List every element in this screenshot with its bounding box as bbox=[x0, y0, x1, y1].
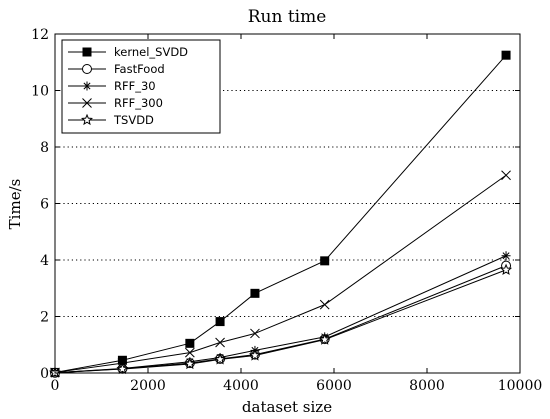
y-axis-label: Time/s bbox=[6, 179, 24, 230]
legend-marker bbox=[82, 64, 92, 74]
x-tick-label: 8000 bbox=[409, 378, 445, 394]
data-point bbox=[501, 170, 511, 181]
x-tick-label: 10000 bbox=[498, 378, 543, 394]
legend-label: RFF_30 bbox=[114, 79, 156, 93]
plot-series bbox=[48, 50, 513, 378]
data-point bbox=[250, 288, 260, 298]
legend-label: RFF_300 bbox=[114, 96, 163, 110]
y-tick-label: 10 bbox=[31, 84, 49, 100]
legend-label: FastFood bbox=[114, 62, 165, 76]
y-tick-label: 8 bbox=[40, 140, 49, 156]
legend-marker bbox=[82, 98, 92, 108]
legend-item: TSVDD bbox=[68, 113, 154, 127]
data-point bbox=[117, 355, 127, 365]
axis-ticks: 0 2 4 6 8 10 12 0 2000 4000 6000 8000 10000 bbox=[31, 27, 542, 394]
data-point bbox=[320, 256, 330, 266]
legend-marker bbox=[82, 47, 92, 57]
series-kernel_SVDD bbox=[50, 50, 511, 377]
data-point bbox=[500, 263, 513, 275]
y-tick-label: 4 bbox=[40, 253, 49, 269]
x-tick-label: 2000 bbox=[130, 378, 166, 394]
y-tick-label: 0 bbox=[40, 366, 49, 382]
data-point bbox=[250, 328, 260, 339]
series-RFF_300 bbox=[50, 170, 511, 378]
legend-item: RFF_300 bbox=[68, 96, 163, 110]
x-tick-label: 0 bbox=[51, 378, 60, 394]
legend-label: kernel_SVDD bbox=[114, 45, 188, 59]
chart-title: Run time bbox=[248, 7, 327, 27]
series-line bbox=[54, 255, 507, 374]
data-point bbox=[318, 333, 331, 345]
grid bbox=[55, 90, 520, 317]
data-point bbox=[214, 353, 227, 365]
data-point bbox=[184, 347, 195, 358]
legend-item: kernel_SVDD bbox=[68, 45, 188, 59]
data-point bbox=[116, 362, 129, 375]
data-point bbox=[215, 337, 225, 348]
data-point bbox=[185, 338, 195, 348]
legend-label: TSVDD bbox=[113, 113, 154, 127]
y-tick-label: 6 bbox=[40, 197, 49, 213]
series-line bbox=[54, 174, 507, 373]
data-point bbox=[215, 317, 225, 327]
data-point bbox=[183, 357, 196, 370]
y-tick-label: 2 bbox=[40, 310, 49, 326]
y-tick-label: 12 bbox=[31, 27, 49, 43]
legend: kernel_SVDD FastFood RFF_30 RFF_300 TSVDD bbox=[61, 39, 221, 134]
data-point bbox=[501, 50, 511, 60]
data-point bbox=[501, 251, 511, 261]
x-tick-label: 4000 bbox=[223, 378, 259, 394]
legend-item: RFF_30 bbox=[68, 79, 156, 93]
legend-item: FastFood bbox=[68, 62, 165, 76]
legend-marker bbox=[82, 81, 92, 91]
data-point bbox=[319, 299, 330, 310]
data-point bbox=[248, 349, 261, 361]
x-tick-label: 6000 bbox=[316, 378, 352, 394]
legend-marker bbox=[81, 113, 93, 126]
x-axis-label: dataset size bbox=[242, 398, 332, 416]
series-TSVDD bbox=[48, 263, 513, 378]
